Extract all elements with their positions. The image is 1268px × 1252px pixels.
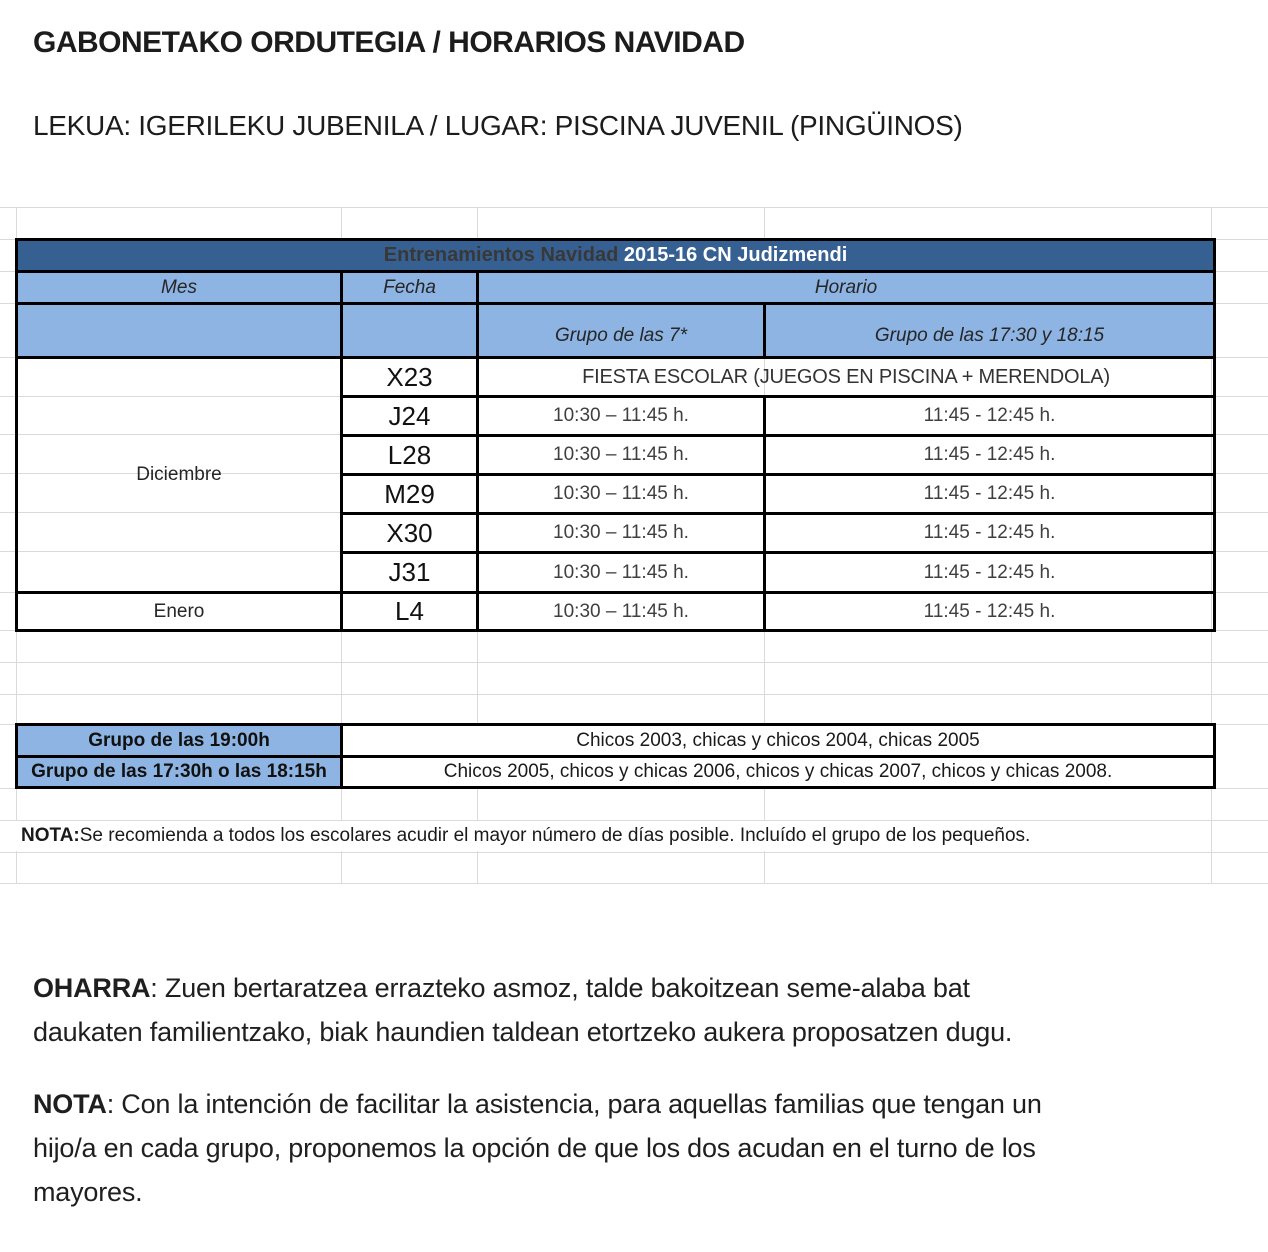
group-label: Grupo de las 19:00h xyxy=(15,723,343,758)
table-row: Grupo de las 17:30h o las 18:15h Chicos … xyxy=(15,755,1216,789)
gridline xyxy=(0,883,1268,884)
nota-line1: NOTA: Con la intención de facilitar la a… xyxy=(33,1082,1042,1126)
table-row: Enero L4 10:30 – 11:45 h. 11:45 - 12:45 … xyxy=(15,591,1217,632)
date-cell: M29 xyxy=(340,473,479,515)
nota-row-label: NOTA: xyxy=(21,825,80,846)
table-title-dark: Entrenamientos Navidad xyxy=(383,244,624,266)
gridline xyxy=(0,852,1268,853)
date-cell: L28 xyxy=(340,434,479,476)
time-cell: 10:30 – 11:45 h. xyxy=(476,591,766,632)
time-cell: 10:30 – 11:45 h. xyxy=(476,395,766,437)
page-subtitle: LEKUA: IGERILEKU JUBENILA / LUGAR: PISCI… xyxy=(33,110,963,141)
nota-row: NOTA: Se recomienda a todos los escolare… xyxy=(16,821,1211,851)
col-header-fecha: Fecha xyxy=(340,270,479,305)
nota-label: NOTA xyxy=(33,1089,107,1119)
nota-line1-text: : Con la intención de facilitar la asist… xyxy=(106,1089,1042,1119)
col-header-group1: Grupo de las 7* xyxy=(476,302,766,359)
empty-header-cell xyxy=(340,302,479,359)
time-cell: 11:45 - 12:45 h. xyxy=(762,473,1217,515)
col-header-horario: Horario xyxy=(475,270,1217,305)
table-title-light: 2015-16 CN Judizmendi xyxy=(623,244,848,266)
gridline xyxy=(0,207,1268,208)
empty-header-cell xyxy=(15,302,343,359)
oharra-line1: OHARRA: Zuen bertaratzea errazteko asmoz… xyxy=(33,966,1012,1010)
oharra-label: OHARRA xyxy=(33,973,151,1003)
time-cell: 11:45 - 12:45 h. xyxy=(762,434,1217,476)
schedule-table: Entrenamientos Navidad 2015-16 CN Judizm… xyxy=(14,238,1217,632)
gridline xyxy=(0,630,1268,631)
nota-row-text: Se recomienda a todos los escolares acud… xyxy=(79,825,1031,846)
month-cell-enero: Enero xyxy=(15,591,343,632)
page-title: GABONETAKO ORDUTEGIA / HORARIOS NAVIDAD xyxy=(33,26,745,59)
gridline xyxy=(0,662,1268,663)
table-row: Grupo de las 19:00h Chicos 2003, chicas … xyxy=(15,723,1216,758)
nota-line2: hijo/a en cada grupo, proponemos la opci… xyxy=(33,1133,1036,1163)
table-row: M29 10:30 – 11:45 h. 11:45 - 12:45 h. xyxy=(17,473,1217,515)
time-cell: 11:45 - 12:45 h. xyxy=(762,591,1217,632)
date-cell: J24 xyxy=(340,395,479,437)
date-cell: L4 xyxy=(340,591,479,632)
gridline xyxy=(0,820,1268,821)
date-cell: X30 xyxy=(340,512,479,554)
table-row: J31 10:30 – 11:45 h. 11:45 - 12:45 h. xyxy=(17,551,1217,594)
gridline xyxy=(0,788,1268,789)
time-cell: 10:30 – 11:45 h. xyxy=(476,434,766,476)
time-cell: 11:45 - 12:45 h. xyxy=(762,551,1217,594)
time-cell: 10:30 – 11:45 h. xyxy=(476,473,766,515)
time-cell: 11:45 - 12:45 h. xyxy=(762,512,1217,554)
group-label: Grupo de las 17:30h o las 18:15h xyxy=(15,755,343,789)
col-header-mes: Mes xyxy=(15,270,343,305)
time-cell: 11:45 - 12:45 h. xyxy=(762,395,1217,437)
gridline xyxy=(0,694,1268,695)
table-row: X30 10:30 – 11:45 h. 11:45 - 12:45 h. xyxy=(17,512,1217,554)
oharra-line1-text: : Zuen bertaratzea errazteko asmoz, tald… xyxy=(150,973,970,1003)
special-event-cell: FIESTA ESCOLAR (JUEGOS EN PISCINA + MERE… xyxy=(475,356,1217,398)
col-header-group2: Grupo de las 17:30 y 18:15 xyxy=(762,302,1217,359)
group-value: Chicos 2005, chicos y chicas 2006, chico… xyxy=(340,755,1216,789)
table-row: L28 10:30 – 11:45 h. 11:45 - 12:45 h. xyxy=(17,434,1217,476)
nota-line3: mayores. xyxy=(33,1177,143,1207)
table-title: Entrenamientos Navidad 2015-16 CN Judizm… xyxy=(14,238,1217,273)
table-row: J24 10:30 – 11:45 h. 11:45 - 12:45 h. xyxy=(17,395,1217,437)
date-cell: J31 xyxy=(340,551,479,594)
groups-table: Grupo de las 19:00h Chicos 2003, chicas … xyxy=(15,723,1216,789)
group-value: Chicos 2003, chicas y chicos 2004, chica… xyxy=(340,723,1216,758)
month-cell-diciembre: Diciembre xyxy=(15,356,343,594)
time-cell: 10:30 – 11:45 h. xyxy=(476,512,766,554)
nota-paragraph: NOTA: Con la intención de facilitar la a… xyxy=(33,1082,1042,1214)
date-cell: X23 xyxy=(340,356,479,398)
oharra-line2: daukaten familientzako, biak haundien ta… xyxy=(33,1017,1013,1047)
oharra-paragraph: OHARRA: Zuen bertaratzea errazteko asmoz… xyxy=(33,966,1012,1054)
table-row: Diciembre X23 FIESTA ESCOLAR (JUEGOS EN … xyxy=(15,356,1217,594)
time-cell: 10:30 – 11:45 h. xyxy=(476,551,766,594)
